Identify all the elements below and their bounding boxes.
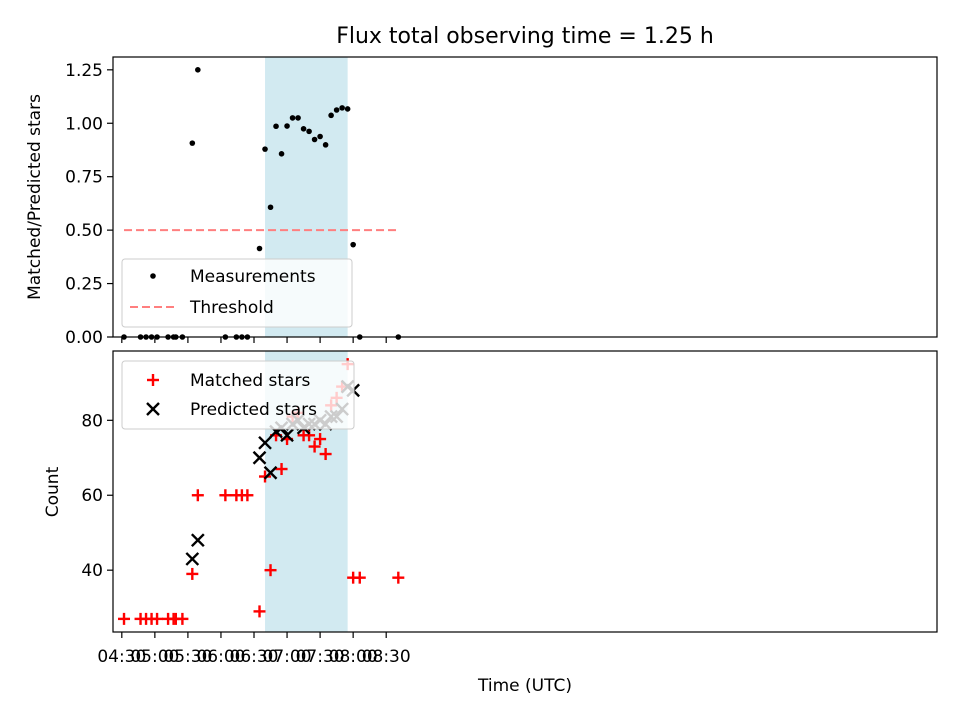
measurement-point	[278, 151, 285, 157]
xtick-label: 05:00	[130, 647, 179, 667]
matched-star-point	[392, 571, 405, 584]
chart-title: Flux total observing time = 1.25 h	[336, 24, 714, 49]
ratio-ytick-label: 0.00	[65, 328, 103, 348]
measurement-point	[284, 123, 290, 129]
predicted-star-point	[280, 428, 294, 443]
xtick-label: 08:30	[362, 647, 411, 667]
legend-matched-marker	[147, 374, 159, 386]
measurement-point	[262, 146, 268, 152]
matched-star-point	[275, 463, 288, 476]
xtick-label: 07:00	[263, 647, 312, 667]
xtick-label: 06:30	[230, 647, 279, 667]
ratio-ytick-label: 0.50	[65, 221, 103, 241]
count-axes-frame	[112, 350, 938, 633]
matched-star-point	[176, 612, 189, 625]
matched-star-point	[319, 448, 332, 461]
ratio-ytick-label: 1.25	[65, 61, 103, 81]
measurement-point	[300, 126, 307, 132]
legend-matched-label: Matched stars	[190, 371, 310, 391]
measurement-point	[339, 105, 345, 111]
legend-threshold-label: Threshold	[189, 298, 274, 318]
measurement-point	[311, 136, 318, 143]
ratio-ytick-label: 0.75	[65, 168, 103, 188]
count-ytick-label: 80	[81, 411, 103, 431]
measurement-point	[333, 107, 340, 113]
legend-predicted-marker	[146, 402, 160, 416]
matched-star-point	[191, 489, 204, 502]
ratio-ytick-label: 0.25	[65, 275, 103, 295]
ratio-legend-box	[121, 258, 353, 328]
predicted-star-point	[190, 533, 205, 548]
ratio-ytick-label: 1.00	[65, 114, 103, 134]
xtick-label: 08:00	[329, 647, 378, 667]
xtick-label: 06:00	[196, 647, 245, 667]
measurement-point	[350, 241, 356, 248]
xtick-label: 04:30	[97, 647, 146, 667]
measurement-point	[317, 133, 323, 140]
measurement-point	[328, 112, 334, 119]
predicted-star-point	[185, 552, 200, 566]
measurement-point	[195, 67, 201, 73]
matched-star-point	[186, 567, 199, 580]
xtick-label: 07:30	[296, 647, 345, 667]
count-legend: Matched stars Predicted stars	[121, 360, 355, 430]
legend-measurements-label: Measurements	[190, 267, 316, 287]
count-ytick-label: 60	[81, 486, 103, 506]
predicted-star-point	[252, 450, 267, 465]
ratio-x-ticks	[121, 337, 387, 343]
count-ytick-label: 40	[81, 561, 103, 581]
matched-star-point	[264, 564, 277, 577]
legend-predicted-label: Predicted stars	[190, 400, 317, 420]
matched-star-point	[308, 440, 321, 453]
measurement-point	[295, 115, 301, 121]
matched-star-point	[259, 470, 272, 483]
measurement-point	[267, 204, 274, 211]
matched-star-point	[219, 489, 232, 502]
predicted-star-point	[263, 465, 278, 480]
count-y-ticks: 40 60 80	[81, 411, 113, 581]
matched-star-point	[241, 489, 254, 502]
measurement-point	[189, 140, 196, 146]
ratio-ylabel: Matched/Predicted stars	[25, 94, 45, 300]
measurement-point	[322, 142, 329, 148]
ratio-y-ticks: 0.00 0.25 0.50 0.75 1.00 1.25	[65, 61, 113, 348]
ratio-axes-frame	[112, 56, 938, 338]
count-legend-box	[121, 360, 355, 430]
measurement-point	[289, 115, 296, 121]
measurement-point	[273, 123, 279, 130]
measurement-point	[344, 106, 351, 112]
measurement-point	[306, 128, 312, 135]
predicted-star-point	[258, 435, 272, 450]
count-ylabel: Count	[43, 466, 63, 517]
ratio-panel: 0.00 0.25 0.50 0.75 1.00 1.25 Matched/Predict…	[25, 56, 938, 348]
matched-star-point	[253, 605, 266, 618]
x-axis-label: Time (UTC)	[477, 676, 572, 696]
matched-star-point	[353, 571, 366, 584]
count-x-ticks: 04:3005:0005:3006:0006:3007:0007:3008:00…	[97, 632, 411, 667]
measurement-point	[256, 245, 263, 252]
matched-star-point	[314, 433, 327, 446]
ratio-legend: Measurements Threshold	[121, 258, 353, 328]
matched-star-point	[303, 429, 316, 442]
matched-star-point	[118, 612, 131, 625]
count-panel: 40 60 80 04:3005:0005:3006:0006:3007:0007:…	[43, 350, 938, 696]
legend-measurements-marker	[150, 273, 156, 279]
matched-star-point	[151, 612, 164, 625]
xtick-label: 05:30	[163, 647, 212, 667]
